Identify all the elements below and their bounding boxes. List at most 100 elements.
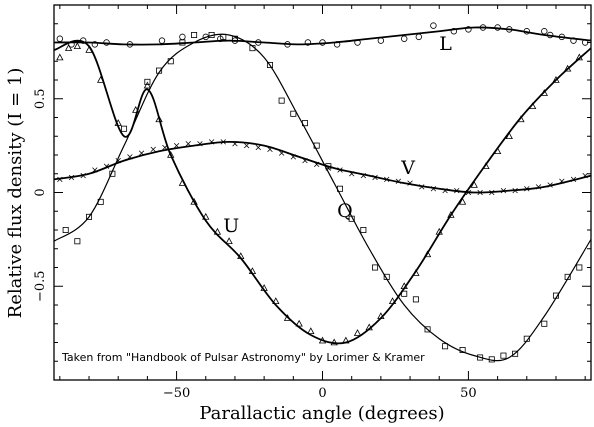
data-point-v: [512, 187, 518, 194]
y-tick-label: 0.5: [33, 88, 48, 109]
data-point-v: [360, 172, 367, 179]
data-point-u: [493, 147, 502, 155]
data-point-q: [290, 110, 297, 117]
data-point-q: [459, 346, 466, 353]
data-point-v: [454, 187, 460, 194]
data-point-v: [290, 154, 296, 160]
data-point-v: [395, 178, 402, 184]
data-point-u: [114, 119, 122, 126]
data-point-u: [225, 237, 233, 245]
x-tick-label: 50: [460, 386, 477, 401]
data-point-u: [447, 210, 455, 218]
curve-label-v: V: [400, 157, 415, 179]
data-point-q: [348, 215, 355, 222]
data-point-u: [400, 282, 408, 290]
curve-label-q: Q: [337, 200, 353, 222]
data-point-u: [388, 297, 397, 305]
data-point-u: [56, 53, 64, 61]
curve-label-l: L: [439, 33, 452, 55]
data-point-v: [115, 157, 121, 164]
data-point-l: [79, 37, 87, 44]
data-point-u: [190, 197, 198, 205]
data-point-q: [372, 264, 379, 271]
data-point-u: [155, 115, 163, 123]
data-point-u: [563, 64, 572, 72]
data-point-v: [524, 186, 530, 192]
data-point-u: [73, 42, 82, 50]
data-point-v: [173, 142, 180, 149]
data-point-q: [552, 292, 559, 299]
model-curves: [53, 26, 592, 362]
data-point-v: [430, 186, 437, 192]
data-point-v: [419, 184, 425, 190]
x-axis-title: Parallactic angle (degrees): [199, 403, 444, 424]
data-point-v: [185, 141, 191, 147]
data-point-u: [505, 132, 513, 140]
data-point-v: [232, 141, 238, 147]
data-point-q: [325, 163, 332, 170]
data-point-l: [56, 35, 64, 42]
data-point-q: [109, 170, 116, 177]
source-credit: Taken from "Handbook of Pulsar Astronomy…: [61, 351, 425, 364]
data-point-v: [407, 180, 413, 186]
data-point-l: [126, 41, 134, 48]
data-point-u: [295, 319, 303, 327]
data-point-q: [191, 32, 198, 39]
data-point-q: [278, 97, 285, 104]
data-point-q: [86, 213, 93, 220]
data-point-u: [458, 197, 467, 205]
data-point-q: [156, 67, 163, 74]
data-point-u: [423, 250, 432, 258]
data-point-q: [412, 296, 419, 303]
data-point-v: [103, 163, 110, 169]
model-curve-v: [53, 140, 592, 194]
data-point-l: [255, 39, 262, 46]
data-point-q: [249, 45, 256, 52]
plot-frame: [53, 4, 592, 381]
data-point-v: [465, 189, 472, 196]
data-point-u: [85, 45, 93, 53]
data-point-l: [479, 24, 487, 31]
model-curve-l: [53, 26, 592, 46]
data-point-q: [144, 78, 151, 85]
data-point-u: [552, 75, 560, 83]
data-point-q: [231, 35, 238, 42]
data-point-u: [143, 81, 152, 89]
data-point-u: [540, 89, 548, 96]
data-point-q: [576, 264, 583, 271]
data-point-v: [255, 144, 261, 151]
data-point-v: [313, 161, 320, 168]
data-point-l: [354, 39, 361, 46]
data-point-v: [68, 174, 75, 181]
data-point-u: [272, 297, 280, 305]
data-point-l: [304, 39, 312, 46]
data-point-v: [197, 141, 203, 147]
data-point-l: [91, 41, 99, 48]
data-point-u: [248, 267, 257, 275]
data-point-q: [512, 350, 519, 357]
data-point-v: [570, 176, 577, 183]
data-point-q: [301, 120, 308, 127]
data-point-l: [319, 39, 326, 46]
data-point-v: [92, 167, 98, 173]
data-point-v: [278, 150, 285, 156]
data-point-v: [150, 146, 156, 153]
data-point-u: [178, 179, 187, 186]
data-point-l: [415, 33, 423, 41]
data-point-q: [424, 326, 431, 333]
data-point-u: [353, 329, 362, 336]
data-point-v: [243, 142, 250, 149]
data-point-q: [74, 238, 81, 245]
data-point-u: [318, 336, 327, 344]
data-point-l: [541, 28, 548, 35]
data-point-l: [430, 22, 437, 29]
data-point-l: [581, 39, 589, 46]
data-point-v: [57, 176, 63, 183]
data-point-u: [260, 284, 268, 291]
data-point-v: [267, 146, 273, 153]
data-point-q: [220, 33, 227, 40]
data-point-u: [517, 115, 525, 123]
data-point-q: [500, 352, 507, 359]
y-tick-label: −0.5: [33, 270, 48, 302]
